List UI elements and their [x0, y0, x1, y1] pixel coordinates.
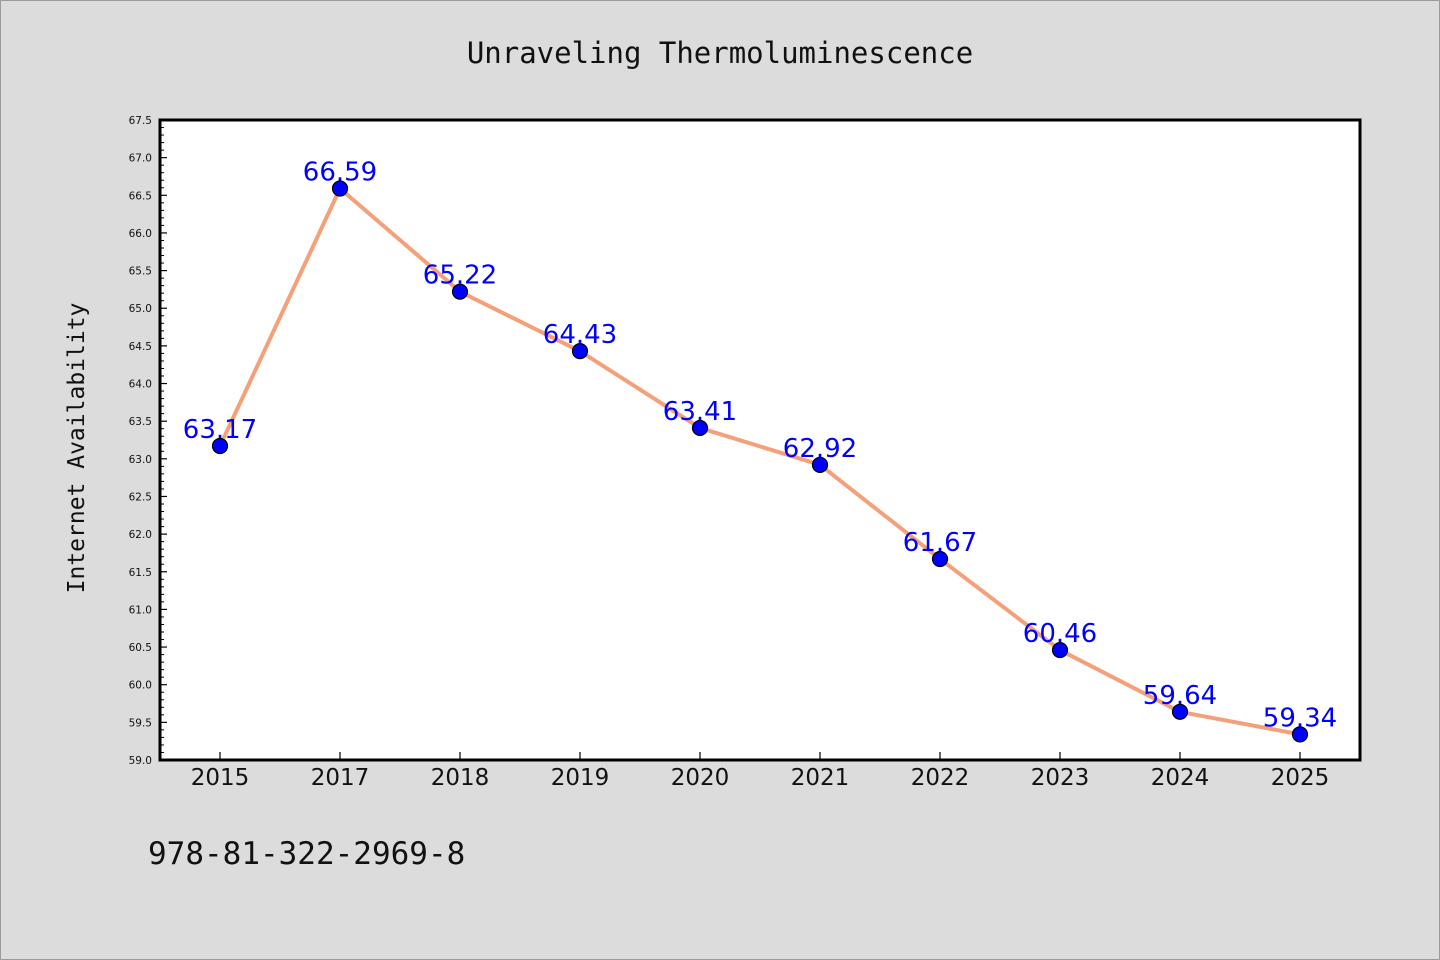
data-point — [931, 550, 949, 568]
y-tick-label: 59.5 — [129, 717, 152, 729]
y-tick-label: 62.5 — [129, 491, 152, 503]
y-tick-label: 62.0 — [129, 529, 152, 541]
y-axis: 59.0 59.5 60.0 60.5 61.0 61.5 62.0 62.5 63.0 63.5… — [129, 115, 167, 767]
data-point — [1171, 703, 1189, 720]
y-tick-label: 64.0 — [129, 379, 152, 391]
y-tick-label: 60.0 — [129, 680, 152, 692]
x-tick-label: 2021 — [791, 765, 850, 791]
data-points — [211, 180, 1309, 743]
x-tick-label: 2019 — [551, 765, 610, 791]
series-line — [218, 186, 1302, 737]
data-point — [1051, 641, 1069, 659]
data-label: 65.22 — [423, 261, 497, 291]
plot-area — [158, 118, 1362, 762]
y-tick-label: 64.5 — [129, 341, 152, 353]
y-tick-label: 63.5 — [129, 416, 152, 428]
x-tick-label: 2024 — [1151, 765, 1210, 791]
data-label: 62.92 — [783, 434, 857, 464]
y-tick-label: 61.5 — [129, 567, 152, 579]
x-tick-label: 2018 — [431, 765, 490, 791]
y-tick-label: 61.0 — [129, 604, 152, 616]
x-tick-label: 2020 — [671, 765, 730, 791]
data-label: 61.67 — [903, 528, 977, 558]
y-tick-label: 65.0 — [129, 303, 152, 315]
x-tick-label: 2025 — [1271, 765, 1330, 791]
y-tick-label: 65.5 — [129, 266, 152, 278]
y-tick-label: 60.5 — [129, 642, 152, 654]
data-point — [811, 456, 829, 473]
y-tick-label: 67.0 — [129, 153, 152, 165]
data-label: 59.34 — [1263, 703, 1337, 733]
data-label: 64.43 — [543, 320, 617, 350]
data-label: 60.46 — [1023, 619, 1097, 649]
data-point — [451, 283, 469, 300]
x-tick-label: 2015 — [191, 765, 250, 791]
isbn-label: 978-81-322-2969-8 — [148, 836, 465, 872]
x-tick-label: 2023 — [1031, 765, 1090, 791]
series-line-group — [218, 186, 1302, 737]
y-tick-label: 63.0 — [129, 454, 152, 466]
data-label: 59.64 — [1143, 681, 1217, 711]
data-label: 66.59 — [303, 158, 377, 188]
data-point — [1291, 726, 1309, 743]
data-point — [691, 419, 709, 437]
data-labels: 63.17 66.59 65.22 64.43 63.41 62.92 61.67 60.46… — [183, 158, 1337, 734]
x-tick-label: 2017 — [311, 765, 370, 791]
data-label: 63.41 — [663, 397, 737, 427]
data-point — [211, 437, 229, 455]
data-point — [331, 180, 349, 197]
y-tick-label: 67.5 — [129, 115, 152, 127]
data-point — [571, 343, 589, 360]
y-tick-label: 66.0 — [129, 228, 152, 240]
y-tick-label: 59.0 — [129, 755, 152, 767]
chart-title: Unraveling Thermoluminescence — [467, 36, 973, 70]
y-axis-label: Internet Availability — [64, 303, 90, 594]
data-label: 63.17 — [183, 415, 257, 445]
x-axis: 2015 2017 2018 2019 2020 2021 2022 2023 2024 2025 — [191, 752, 1330, 791]
y-tick-label: 66.5 — [129, 190, 152, 202]
x-tick-label: 2022 — [911, 765, 970, 791]
